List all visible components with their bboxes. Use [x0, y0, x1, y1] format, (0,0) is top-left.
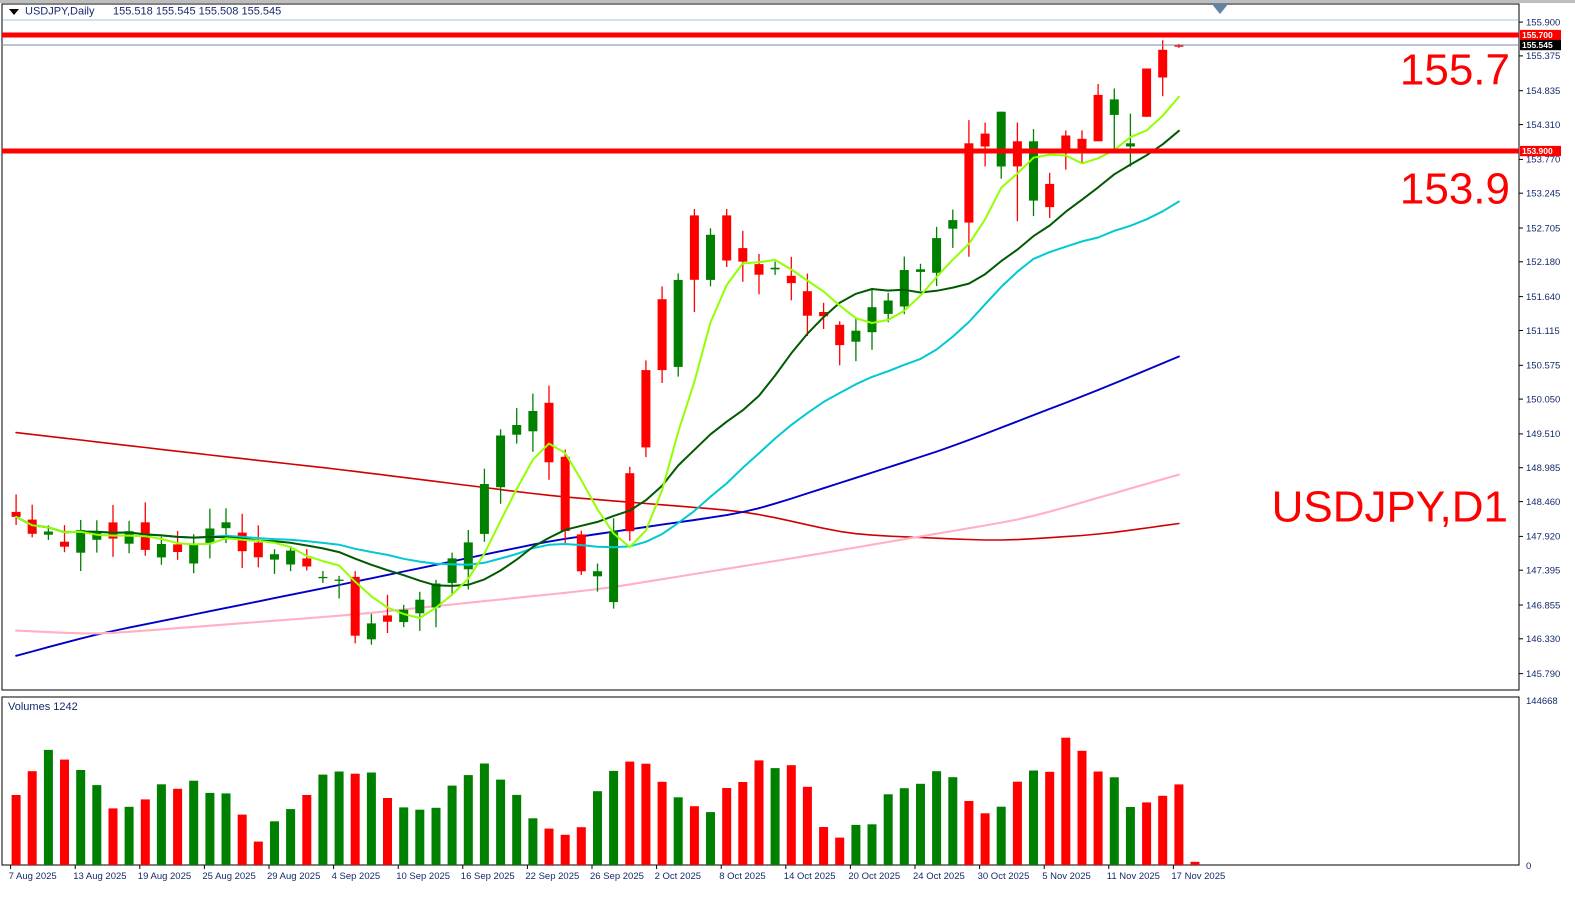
svg-text:155.900: 155.900 — [1526, 17, 1560, 28]
svg-text:150.050: 150.050 — [1526, 394, 1560, 405]
svg-text:155.700: 155.700 — [1522, 30, 1553, 40]
svg-text:153.770: 153.770 — [1526, 155, 1560, 166]
svg-text:4 Sep 2025: 4 Sep 2025 — [332, 871, 381, 882]
svg-text:155.7: 155.7 — [1400, 46, 1510, 95]
svg-text:10 Sep 2025: 10 Sep 2025 — [396, 871, 450, 882]
svg-text:145.790: 145.790 — [1526, 669, 1560, 680]
svg-text:146.855: 146.855 — [1526, 600, 1560, 611]
svg-text:153.9: 153.9 — [1400, 164, 1510, 213]
svg-text:20 Oct 2025: 20 Oct 2025 — [848, 871, 900, 882]
svg-text:14 Oct 2025: 14 Oct 2025 — [784, 871, 836, 882]
svg-text:0: 0 — [1526, 861, 1531, 872]
svg-text:147.395: 147.395 — [1526, 566, 1560, 577]
svg-text:25 Aug 2025: 25 Aug 2025 — [202, 871, 255, 882]
svg-text:154.835: 154.835 — [1526, 86, 1560, 97]
svg-text:22 Sep 2025: 22 Sep 2025 — [525, 871, 579, 882]
svg-text:155.518 155.545 155.508 155.54: 155.518 155.545 155.508 155.545 — [113, 6, 281, 18]
svg-text:148.460: 148.460 — [1526, 497, 1560, 508]
svg-text:151.115: 151.115 — [1526, 326, 1560, 337]
svg-text:152.180: 152.180 — [1526, 257, 1560, 268]
svg-text:152.705: 152.705 — [1526, 223, 1560, 234]
svg-text:24 Oct 2025: 24 Oct 2025 — [913, 871, 965, 882]
svg-text:26 Sep 2025: 26 Sep 2025 — [590, 871, 644, 882]
svg-text:30 Oct 2025: 30 Oct 2025 — [978, 871, 1030, 882]
svg-text:7 Aug 2025: 7 Aug 2025 — [9, 871, 57, 882]
svg-text:5 Nov 2025: 5 Nov 2025 — [1042, 871, 1091, 882]
svg-text:150.575: 150.575 — [1526, 361, 1560, 372]
svg-text:153.245: 153.245 — [1526, 189, 1560, 200]
svg-text:155.545: 155.545 — [1522, 40, 1553, 50]
svg-text:147.920: 147.920 — [1526, 532, 1560, 543]
svg-text:151.640: 151.640 — [1526, 292, 1560, 303]
svg-text:149.510: 149.510 — [1526, 429, 1560, 440]
svg-text:29 Aug 2025: 29 Aug 2025 — [267, 871, 320, 882]
svg-text:17 Nov 2025: 17 Nov 2025 — [1171, 871, 1225, 882]
svg-text:154.310: 154.310 — [1526, 120, 1560, 131]
svg-text:USDJPY,D1: USDJPY,D1 — [1272, 483, 1508, 532]
svg-text:13 Aug 2025: 13 Aug 2025 — [73, 871, 126, 882]
svg-text:144668: 144668 — [1526, 696, 1558, 707]
svg-text:Volumes 1242: Volumes 1242 — [8, 701, 78, 713]
svg-text:11 Nov 2025: 11 Nov 2025 — [1107, 871, 1160, 882]
svg-text:148.985: 148.985 — [1526, 463, 1560, 474]
svg-text:USDJPY,Daily: USDJPY,Daily — [25, 6, 95, 18]
svg-text:2 Oct 2025: 2 Oct 2025 — [655, 871, 701, 882]
svg-text:8 Oct 2025: 8 Oct 2025 — [719, 871, 765, 882]
svg-text:155.375: 155.375 — [1526, 51, 1560, 62]
svg-text:19 Aug 2025: 19 Aug 2025 — [138, 871, 191, 882]
svg-text:16 Sep 2025: 16 Sep 2025 — [461, 871, 515, 882]
svg-text:153.900: 153.900 — [1522, 146, 1553, 156]
svg-text:146.330: 146.330 — [1526, 634, 1560, 645]
